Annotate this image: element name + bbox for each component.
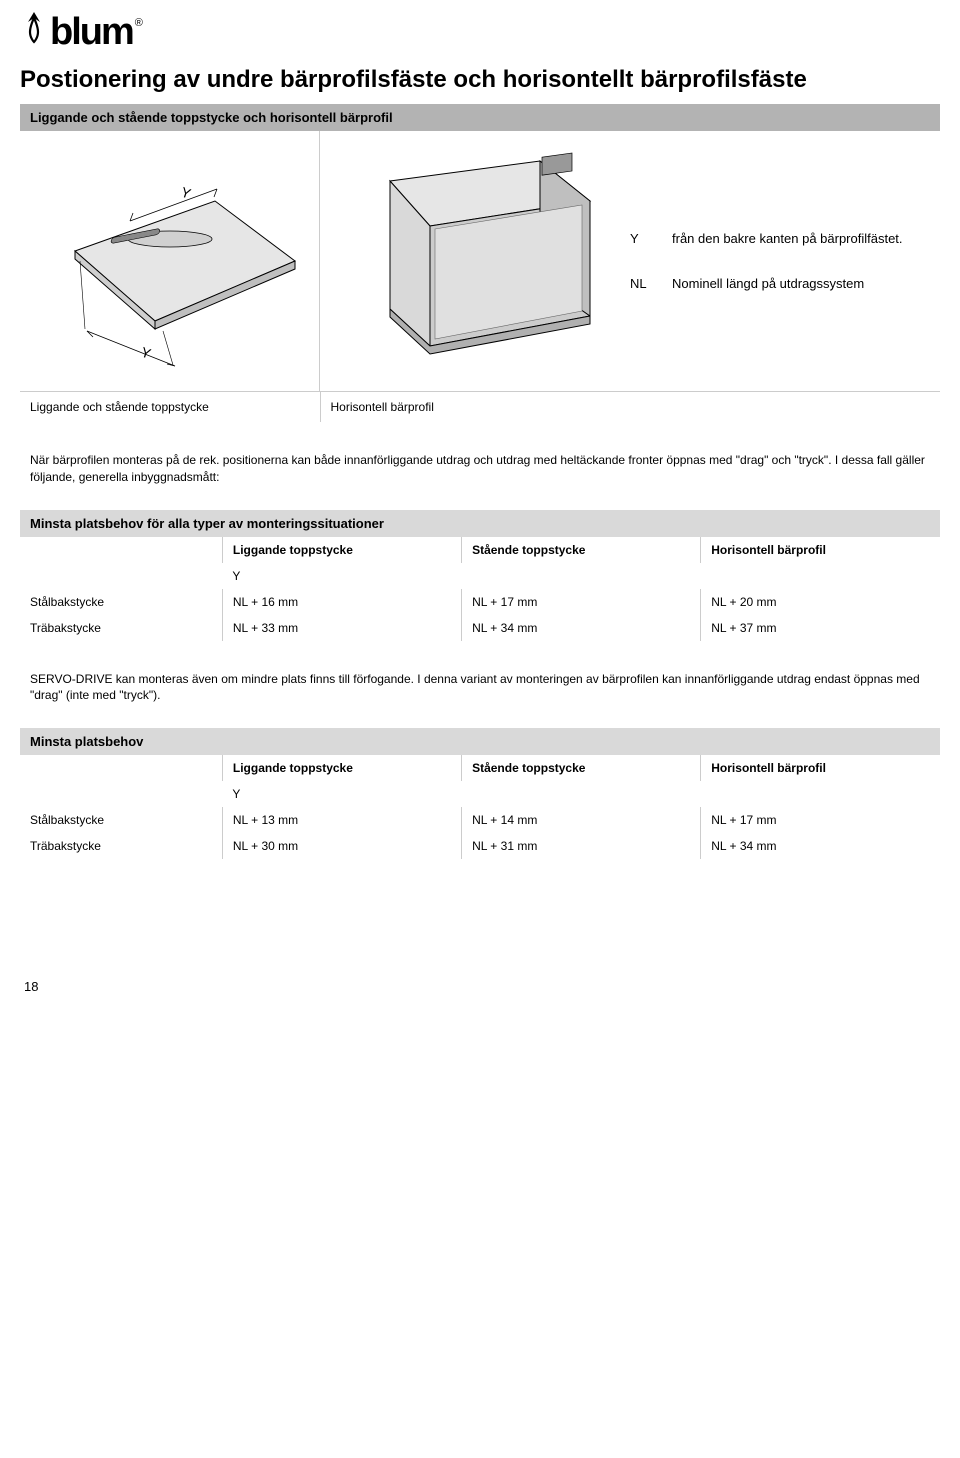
logo-text: blum [50,11,133,54]
t2-r0c3: NL + 17 mm [701,807,940,833]
t2-h0 [20,755,222,781]
page-title: Postionering av undre bärprofilsfäste oc… [20,66,940,94]
diagram-caption-row: Liggande och stående toppstycke Horisont… [20,392,940,422]
legend-nl-text: Nominell längd på utdragssystem [672,276,930,291]
t1-r0c0: Stålbakstycke [20,589,222,615]
legend-y: Y från den bakre kanten på bärprofilfäst… [630,231,930,246]
t2-r0c1: NL + 13 mm [222,807,461,833]
t1-r1c0: Träbakstycke [20,615,222,641]
table1-y-label: Y [222,563,940,589]
t1-r0c1: NL + 16 mm [222,589,461,615]
table-row: Stålbakstycke NL + 13 mm NL + 14 mm NL +… [20,807,940,833]
t1-r1c2: NL + 34 mm [462,615,701,641]
table1-heading: Minsta platsbehov för alla typer av mont… [20,510,940,537]
svg-text:Y: Y [179,184,193,202]
table-row: Träbakstycke NL + 30 mm NL + 31 mm NL + … [20,833,940,859]
legend-nl-key: NL [630,276,656,291]
t1-r1c1: NL + 33 mm [222,615,461,641]
t1-h1: Liggande toppstycke [222,537,461,563]
table-2: Y Liggande toppstycke Stående toppstycke… [20,755,940,859]
registered-mark: ® [135,17,143,29]
brand-logo: blum® [20,10,940,54]
t2-r0c0: Stålbakstycke [20,807,222,833]
legend-y-text: från den bakre kanten på bärprofilfästet… [672,231,930,246]
diagram-caption-right: Horisontell bärprofil [321,392,621,422]
t2-h2: Stående toppstycke [462,755,701,781]
t2-r1c0: Träbakstycke [20,833,222,859]
diagram-caption-left: Liggande och stående toppstycke [20,392,321,422]
t2-r1c1: NL + 30 mm [222,833,461,859]
t2-h3: Horisontell bärprofil [701,755,940,781]
table-row: Träbakstycke NL + 33 mm NL + 34 mm NL + … [20,615,940,641]
t1-r1c3: NL + 37 mm [701,615,940,641]
caption-spacer [620,392,940,422]
legend: Y från den bakre kanten på bärprofilfäst… [620,131,940,391]
diagram-cabinet-icon [330,141,610,381]
t2-h1: Liggande toppstycke [222,755,461,781]
t1-h0 [20,537,222,563]
t2-r1c2: NL + 31 mm [462,833,701,859]
legend-y-key: Y [630,231,656,246]
diagram-left: Y Y [20,131,320,391]
legend-nl: NL Nominell längd på utdragssystem [630,276,930,291]
table-row: Stålbakstycke NL + 16 mm NL + 17 mm NL +… [20,589,940,615]
diagram-panel-icon: Y Y [35,141,305,381]
diagram-row: Y Y [20,131,940,392]
page-number: 18 [20,979,940,994]
t1-h3: Horisontell bärprofil [701,537,940,563]
section-subtitle: Liggande och stående toppstycke och hori… [20,104,940,131]
t1-r0c3: NL + 20 mm [701,589,940,615]
t2-r1c3: NL + 34 mm [701,833,940,859]
t1-h2: Stående toppstycke [462,537,701,563]
t1-r0c2: NL + 17 mm [462,589,701,615]
t2-r0c2: NL + 14 mm [462,807,701,833]
note-1: När bärprofilen monteras på de rek. posi… [20,422,940,510]
diagram-right [320,131,620,391]
table-1: Y Liggande toppstycke Stående toppstycke… [20,537,940,641]
note-2: SERVO-DRIVE kan monteras även om mindre … [20,641,940,729]
table2-y-label: Y [222,781,940,807]
table2-heading: Minsta platsbehov [20,728,940,755]
